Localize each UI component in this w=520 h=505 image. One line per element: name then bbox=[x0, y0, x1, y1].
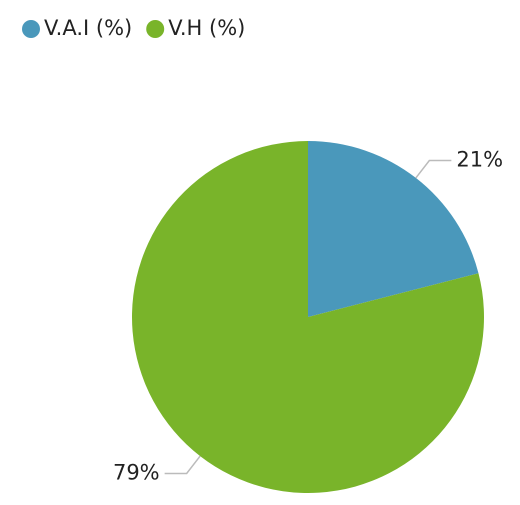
legend-label: V.A.I (%) bbox=[44, 16, 132, 40]
data-label: 21% bbox=[456, 148, 503, 172]
pie-slice bbox=[131, 141, 484, 493]
leader-line bbox=[415, 159, 452, 179]
legend-label: V.H (%) bbox=[168, 16, 245, 40]
legend-marker bbox=[22, 20, 40, 38]
data-label: 79% bbox=[113, 460, 160, 484]
pie-slice bbox=[308, 141, 479, 317]
leader-line bbox=[164, 455, 201, 475]
legend-marker bbox=[146, 20, 165, 38]
